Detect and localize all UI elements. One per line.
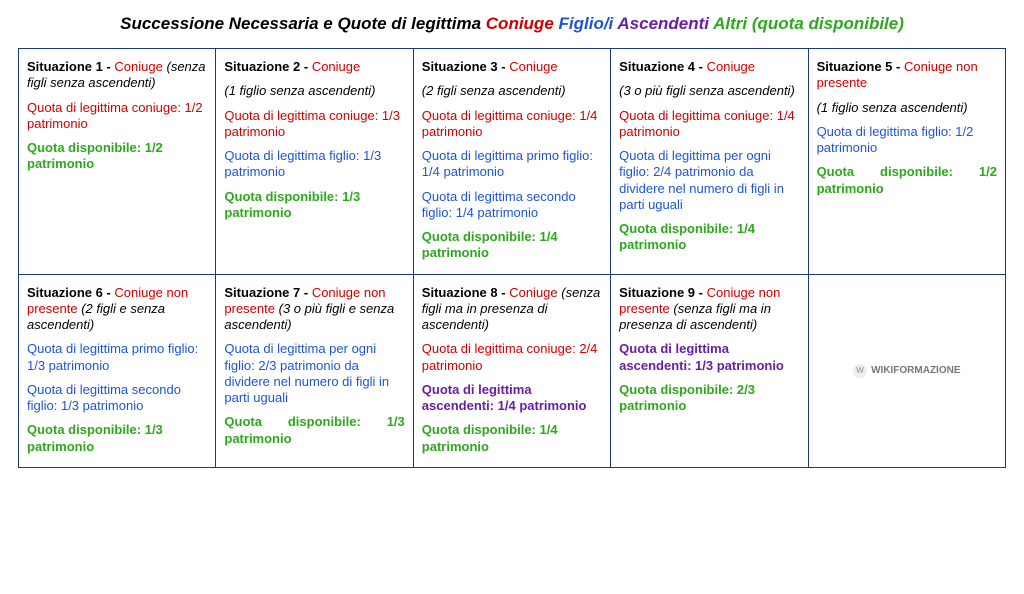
s3-line1: Quota di legittima coniuge: 1/4 patrimon… [422,108,602,141]
cell-logo: W WIKIFORMAZIONE [808,274,1005,467]
page-title: Successione Necessaria e Quote di legitt… [18,14,1006,34]
s8-line3: Quota disponibile: 1/4 patrimonio [422,422,602,455]
cell-situazione-4: Situazione 4 - Coniuge (3 o più figli se… [611,49,808,275]
logo: W WIKIFORMAZIONE [853,364,960,378]
s6-hdr-pre: Situazione 6 - [27,285,111,300]
s6-line3: Quota disponibile: 1/3 patrimonio [27,422,207,455]
s4-line2: Quota di legittima per ogni figlio: 2/4 … [619,148,799,213]
s3-hdr-pre: Situazione 3 - [422,59,506,74]
s9-line2: Quota disponibile: 2/3 patrimonio [619,382,799,415]
cell-situazione-5: Situazione 5 - Coniuge non presente (1 f… [808,49,1005,275]
s6-line1: Quota di legittima primo figlio: 1/3 pat… [27,341,207,374]
s4-line1: Quota di legittima coniuge: 1/4 patrimon… [619,108,799,141]
s8-line2: Quota di legittima ascendenti: 1/4 patri… [422,382,602,415]
s3-line4: Quota disponibile: 1/4 patrimonio [422,229,602,262]
s3-line3: Quota di legittima secondo figlio: 1/4 p… [422,189,602,222]
s2-hdr-col: Coniuge [312,59,360,74]
s4-hdr-col: Coniuge [707,59,755,74]
cell-situazione-2: Situazione 2 - Coniuge (1 figlio senza a… [216,49,413,275]
s7-line1: Quota di legittima per ogni figlio: 2/3 … [224,341,404,406]
s1-hdr-col: Coniuge [114,59,162,74]
s5-hdr-post: (1 figlio senza ascendenti) [817,100,997,116]
cell-situazione-3: Situazione 3 - Coniuge (2 figli senza as… [413,49,610,275]
s1-line1: Quota di legittima coniuge: 1/2 patrimon… [27,100,207,133]
s4-line3: Quota disponibile: 1/4 patrimonio [619,221,799,254]
s2-hdr-post: (1 figlio senza ascendenti) [224,83,404,99]
s1-line2: Quota disponibile: 1/2 patrimonio [27,140,207,173]
cell-situazione-9: Situazione 9 - Coniuge non presente (sen… [611,274,808,467]
s3-hdr-col: Coniuge [509,59,557,74]
logo-text: WIKIFORMAZIONE [871,365,960,376]
s4-hdr-post: (3 o più figli senza ascendenti) [619,83,799,99]
situations-table: Situazione 1 - Coniuge (senza figli senz… [18,48,1006,468]
legend-ascendenti: Ascendenti [617,14,709,33]
s3-hdr-post: (2 figli senza ascendenti) [422,83,602,99]
s7-line2: Quota disponibile: 1/3 patrimonio [224,414,404,447]
s1-hdr-pre: Situazione 1 - [27,59,111,74]
legend-altri: Altri (quota disponibile) [713,14,904,33]
s3-line2: Quota di legittima primo figlio: 1/4 pat… [422,148,602,181]
s8-hdr-pre: Situazione 8 - [422,285,506,300]
s7-hdr-pre: Situazione 7 - [224,285,308,300]
s8-hdr-col: Coniuge [509,285,557,300]
s2-line1: Quota di legittima coniuge: 1/3 patrimon… [224,108,404,141]
cell-situazione-7: Situazione 7 - Coniuge non presente (3 o… [216,274,413,467]
legend-coniuge: Coniuge [486,14,554,33]
logo-mark-icon: W [853,364,867,378]
s2-line3: Quota disponibile: 1/3 patrimonio [224,189,404,222]
s2-line2: Quota di legittima figlio: 1/3 patrimoni… [224,148,404,181]
s5-hdr-pre: Situazione 5 - [817,59,901,74]
s5-line1: Quota di legittima figlio: 1/2 patrimoni… [817,124,997,157]
cell-situazione-1: Situazione 1 - Coniuge (senza figli senz… [19,49,216,275]
s4-hdr-pre: Situazione 4 - [619,59,703,74]
s9-hdr-pre: Situazione 9 - [619,285,703,300]
s6-line2: Quota di legittima secondo figlio: 1/3 p… [27,382,207,415]
title-main: Successione Necessaria e Quote di legitt… [120,14,481,33]
cell-situazione-6: Situazione 6 - Coniuge non presente (2 f… [19,274,216,467]
s5-line2: Quota disponibile: 1/2 patrimonio [817,164,997,197]
s9-line1: Quota di legittima ascendenti: 1/3 patri… [619,341,799,374]
s2-hdr-pre: Situazione 2 - [224,59,308,74]
cell-situazione-8: Situazione 8 - Coniuge (senza figli ma i… [413,274,610,467]
legend-figlio: Figlio/i [559,14,614,33]
s8-line1: Quota di legittima coniuge: 2/4 patrimon… [422,341,602,374]
